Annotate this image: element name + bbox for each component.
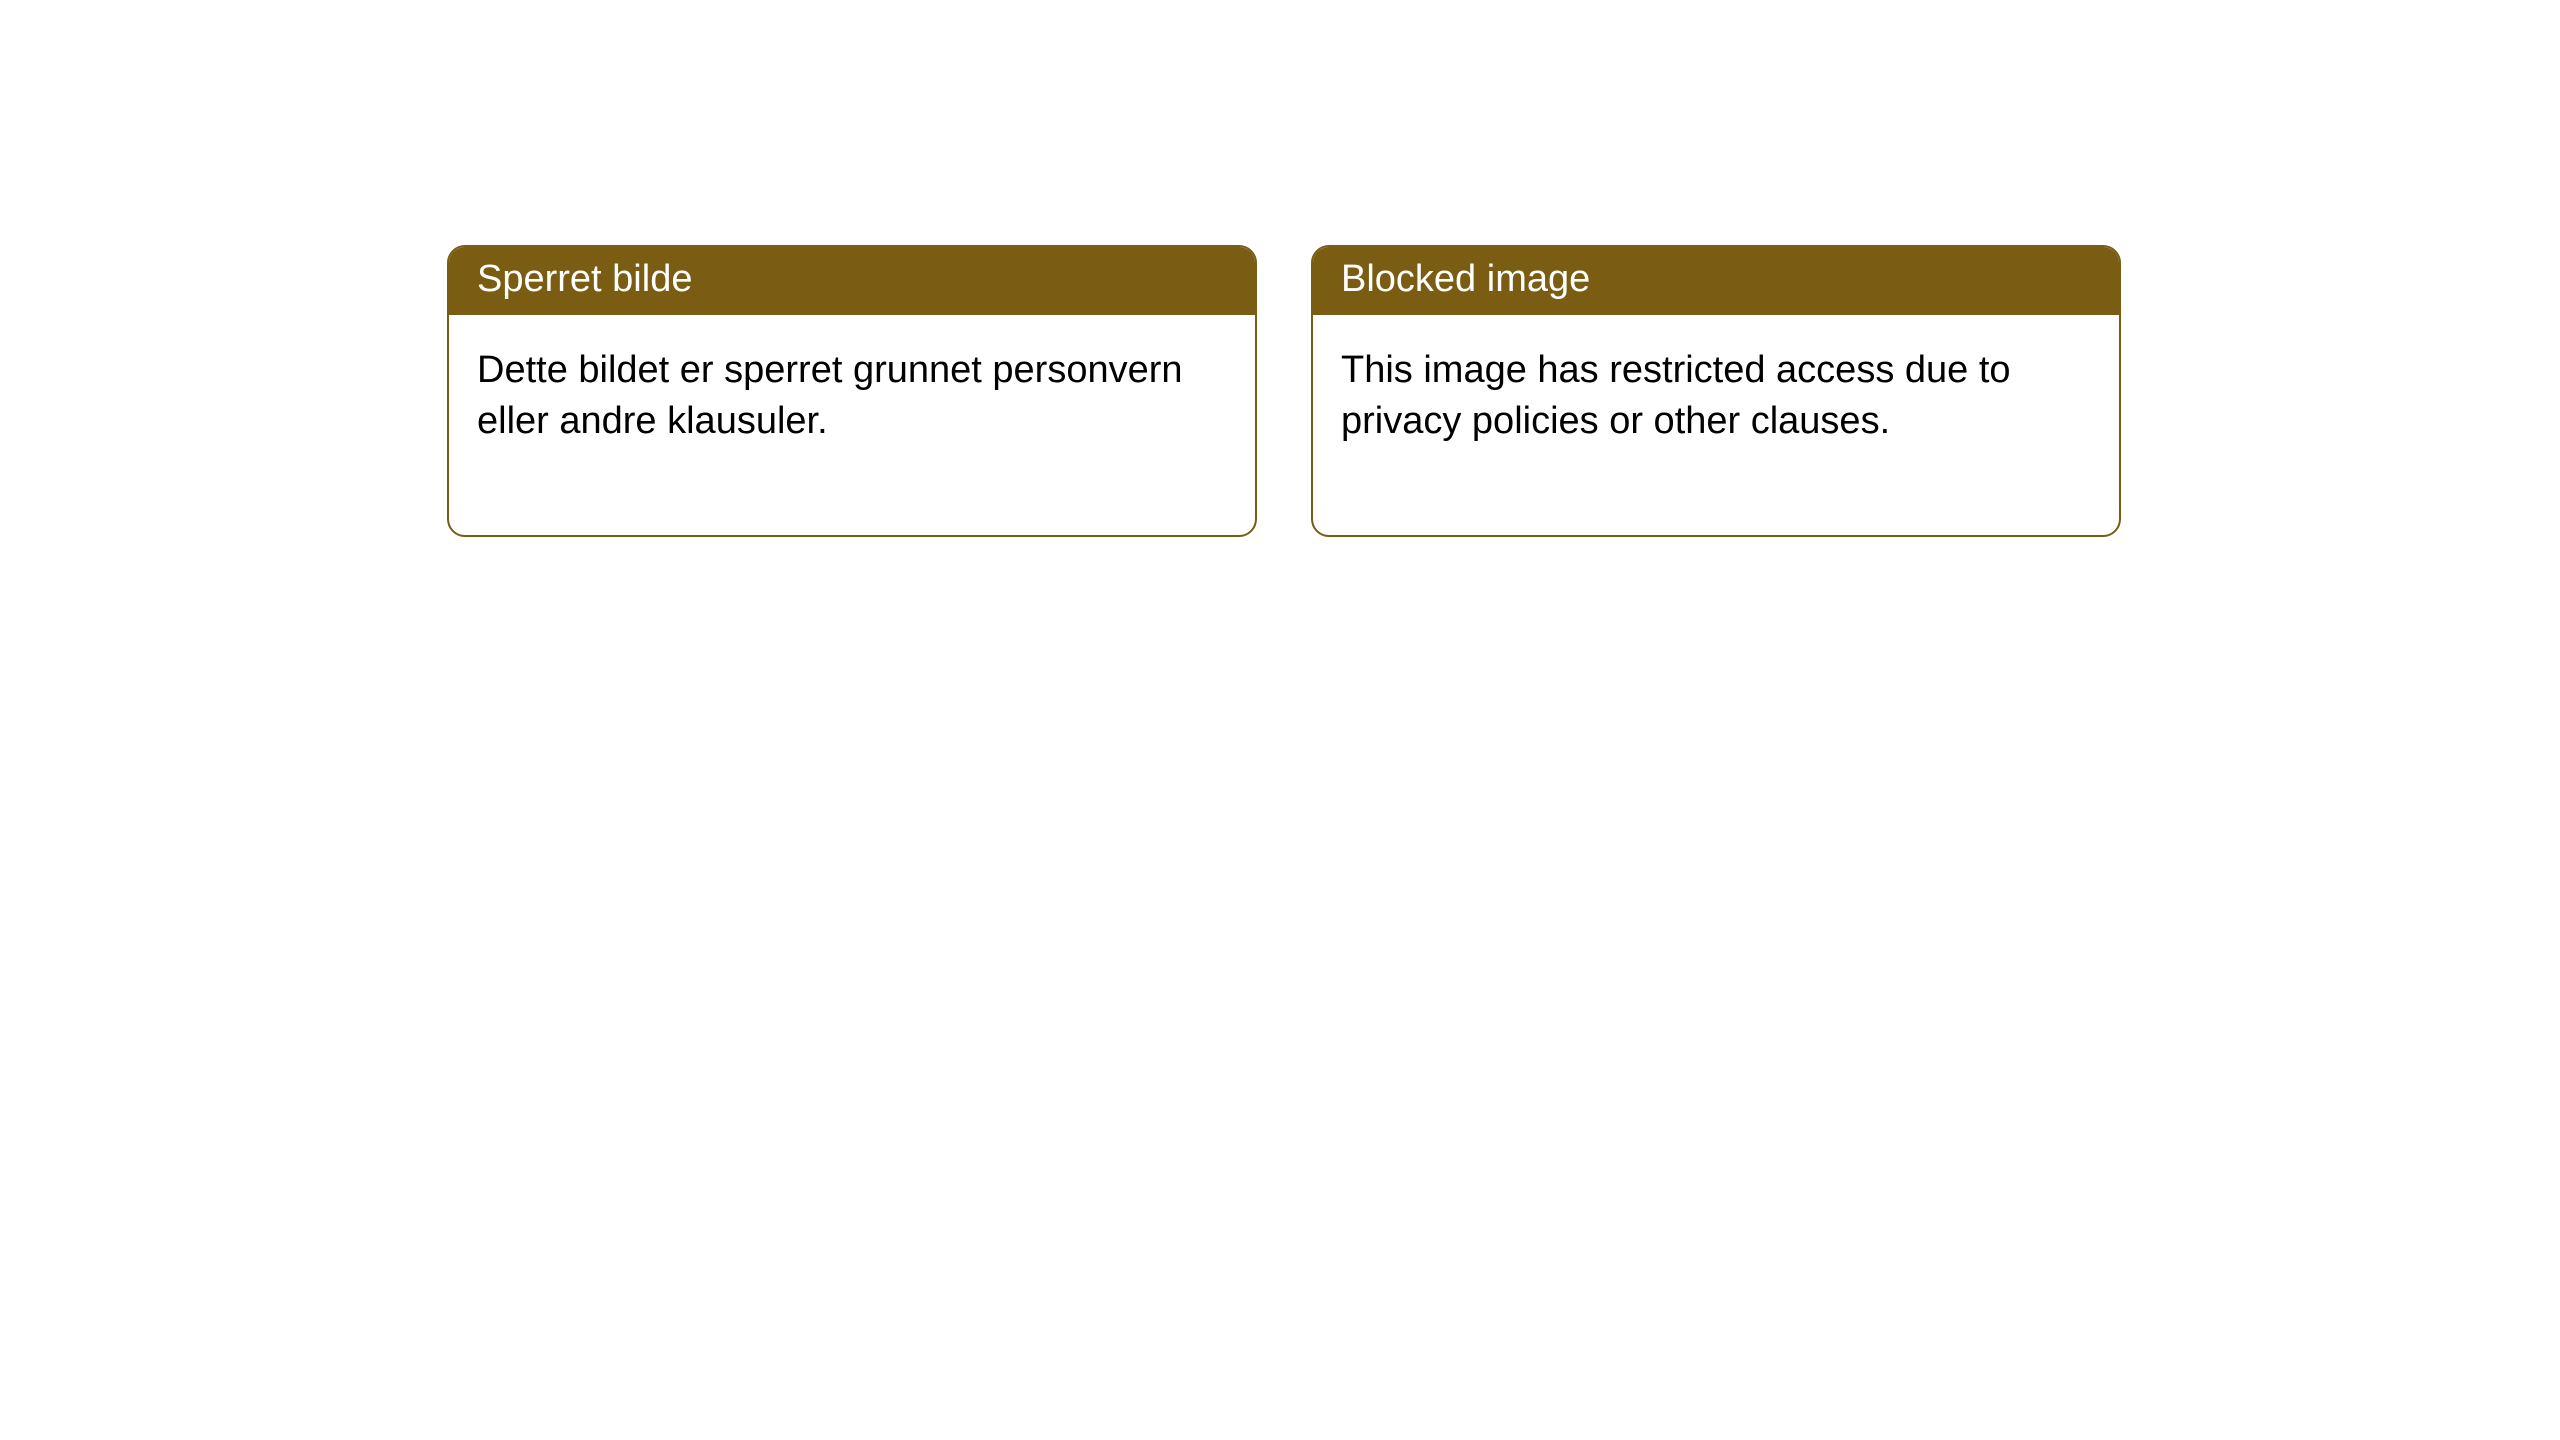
card-title: Sperret bilde bbox=[477, 258, 692, 300]
notice-card-norwegian: Sperret bilde Dette bildet er sperret gr… bbox=[447, 245, 1257, 537]
card-header: Sperret bilde bbox=[449, 247, 1255, 315]
card-message: This image has restricted access due to … bbox=[1341, 349, 2011, 442]
card-body: Dette bildet er sperret grunnet personve… bbox=[449, 315, 1255, 535]
card-message: Dette bildet er sperret grunnet personve… bbox=[477, 349, 1183, 442]
card-body: This image has restricted access due to … bbox=[1313, 315, 2119, 535]
card-header: Blocked image bbox=[1313, 247, 2119, 315]
notice-card-english: Blocked image This image has restricted … bbox=[1311, 245, 2121, 537]
notice-container: Sperret bilde Dette bildet er sperret gr… bbox=[447, 245, 2121, 537]
card-title: Blocked image bbox=[1341, 258, 1590, 300]
